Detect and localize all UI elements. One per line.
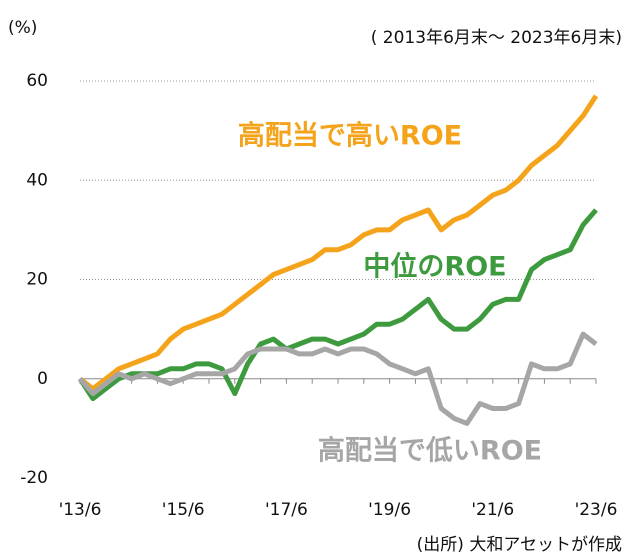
y-tick-label: 40 <box>26 170 48 190</box>
x-tick-label: '21/6 <box>471 500 514 520</box>
y-tick-label: 0 <box>37 369 48 389</box>
series-label: 高配当で低いROE <box>318 435 542 467</box>
subtitle: ( 2013年6月末～ 2023年6月末) <box>371 28 622 48</box>
y-unit: (%) <box>8 18 37 38</box>
y-tick-label: 60 <box>26 71 48 91</box>
x-tick-label: '17/6 <box>265 500 308 520</box>
x-tick-label: '13/6 <box>59 500 102 520</box>
series-label: 中位のROE <box>363 251 506 283</box>
y-tick-label: 20 <box>26 270 48 290</box>
series-line <box>77 208 598 402</box>
x-tick-label: '15/6 <box>162 500 205 520</box>
series-label: 高配当で高いROE <box>238 120 462 152</box>
x-tick-label: '19/6 <box>368 500 411 520</box>
series-line <box>78 94 599 392</box>
x-tick-label: '23/6 <box>575 500 618 520</box>
source: (出所) 大和アセットが作成 <box>417 535 622 555</box>
series-line <box>78 331 598 426</box>
y-tick-label: -20 <box>20 468 48 488</box>
